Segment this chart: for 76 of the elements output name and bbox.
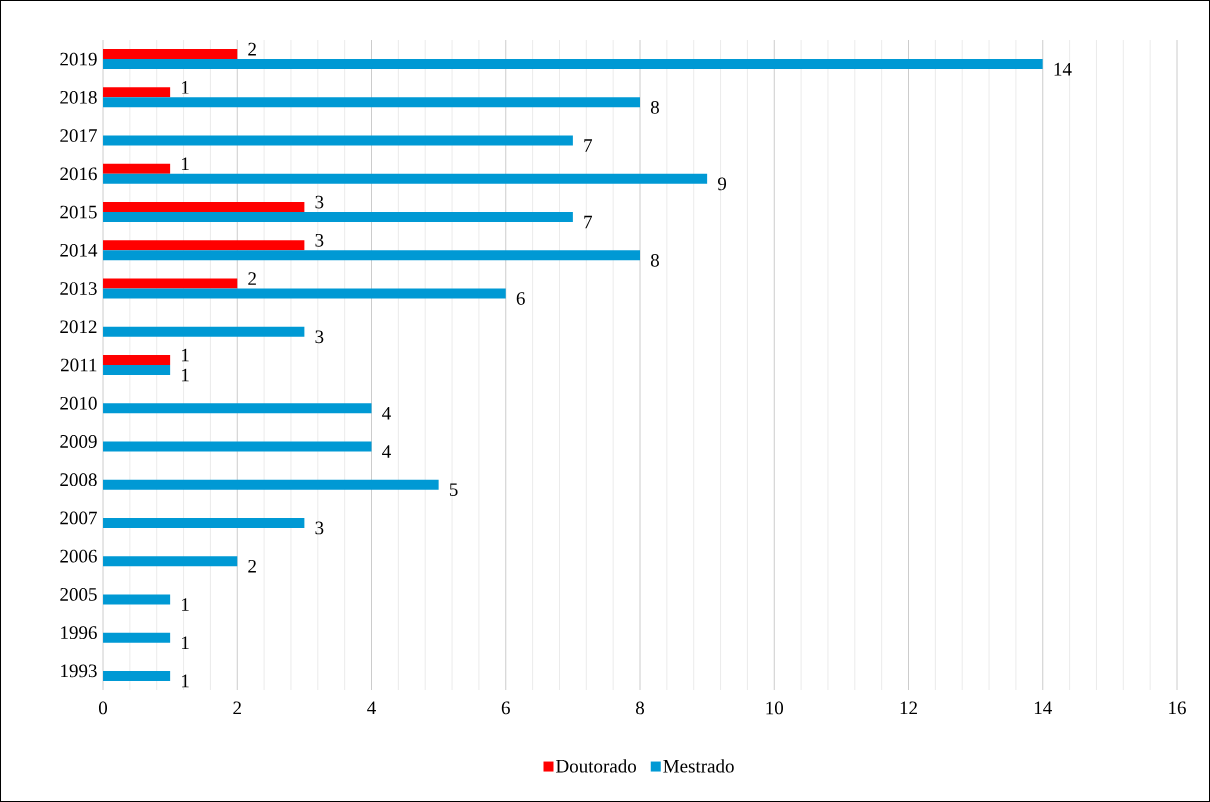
data-label: 3 (315, 521, 324, 535)
bar (103, 135, 573, 146)
data-label: 8 (650, 253, 659, 267)
y-tick-label: 2012 (60, 320, 97, 334)
y-tick-label: 2019 (60, 52, 97, 66)
x-tick-label: 12 (900, 701, 917, 715)
data-label: 3 (315, 233, 324, 247)
x-tick-label: 4 (367, 701, 376, 715)
data-label: 1 (182, 368, 189, 382)
x-tick-label: 0 (98, 701, 108, 715)
y-tick-label: 2011 (61, 358, 97, 372)
bar (103, 87, 171, 98)
data-label: 2 (248, 559, 256, 573)
bar (103, 202, 305, 213)
bar (103, 288, 506, 299)
y-tick-label: 1996 (61, 626, 97, 640)
y-tick-label: 2018 (60, 90, 97, 104)
bar (103, 479, 439, 490)
data-label: 5 (449, 483, 458, 497)
data-label: 1 (182, 674, 189, 688)
data-label: 4 (382, 445, 391, 458)
y-tick-label: 2015 (60, 205, 97, 219)
x-tick-label: 14 (1034, 701, 1052, 715)
y-tick-label: 2017 (60, 129, 97, 142)
bar (103, 594, 171, 605)
data-label: 7 (584, 139, 593, 152)
y-tick-label: 2005 (60, 588, 97, 601)
bar (103, 250, 641, 261)
bar (103, 364, 171, 375)
y-tick-label: 2007 (60, 511, 97, 525)
y-tick-label: 2006 (60, 549, 97, 563)
data-label: 7 (584, 215, 593, 229)
y-tick-label: 1993 (61, 664, 97, 678)
y-tick-label: 2014 (60, 243, 98, 257)
data-label: 14 (1054, 62, 1072, 76)
data-label: 9 (717, 177, 727, 191)
bar (103, 556, 238, 567)
bar (103, 173, 708, 184)
x-tick-label: 10 (766, 701, 784, 715)
legend-label: Mestrado (663, 759, 734, 773)
data-label: 2 (248, 42, 256, 56)
legend-label: Doutorado (556, 759, 637, 773)
data-label: 1 (182, 81, 189, 94)
bar (103, 326, 305, 337)
x-tick-label: 6 (501, 701, 510, 715)
data-label: 2 (248, 272, 256, 285)
y-tick-label: 2013 (60, 282, 97, 295)
data-label: 6 (516, 292, 525, 305)
data-label: 1 (182, 598, 189, 611)
bar (103, 59, 1043, 70)
bar (103, 163, 171, 174)
bar (103, 403, 372, 414)
x-tick-label: 2 (233, 701, 241, 715)
bar (103, 355, 171, 365)
data-label: 1 (182, 157, 189, 171)
y-tick-label: 2008 (60, 473, 97, 487)
data-label: 1 (182, 636, 189, 649)
bar (103, 97, 641, 108)
data-label: 3 (315, 195, 324, 209)
x-tick-label: 8 (635, 701, 645, 715)
data-label: 4 (382, 406, 391, 420)
y-tick-label: 2010 (60, 396, 97, 410)
bar (103, 517, 305, 528)
x-tick-label: 16 (1169, 701, 1186, 715)
y-tick-label: 2009 (60, 435, 97, 448)
bar (103, 632, 171, 643)
y-tick-label: 2016 (60, 167, 97, 181)
bar (103, 441, 372, 452)
data-label: 3 (315, 330, 324, 344)
bar (103, 240, 305, 251)
data-label: 8 (650, 100, 659, 114)
data-label: 1 (182, 348, 189, 362)
bar (103, 212, 573, 223)
bar (103, 278, 238, 289)
bar (103, 49, 238, 60)
bar (103, 670, 171, 681)
